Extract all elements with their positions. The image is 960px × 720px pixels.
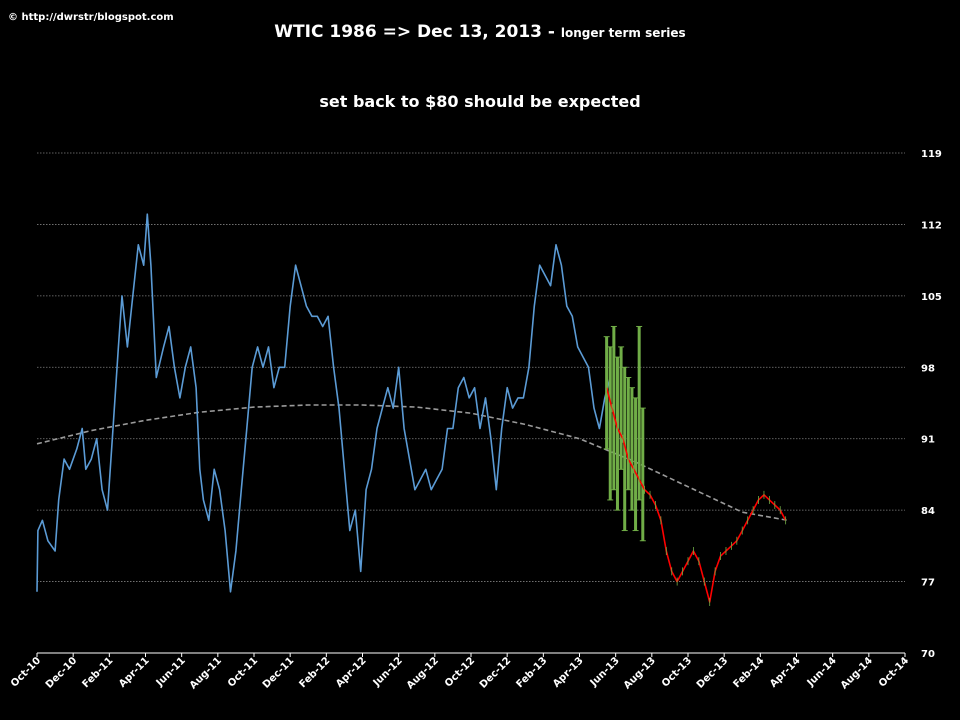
chart-title-suffix: longer term series — [560, 26, 686, 40]
chart-subtitle: set back to $80 should be expected — [319, 92, 641, 111]
y-tick-label: 98 — [921, 363, 935, 374]
x-tick-label: Dec-12 — [478, 655, 513, 690]
gridlines — [37, 152, 905, 654]
chart-title-main: WTIC 1986 => Dec 13, 2013 - — [274, 22, 561, 42]
chart-title: WTIC 1986 => Dec 13, 2013 - longer term … — [0, 22, 960, 42]
x-tick-label: Aug-11 — [188, 655, 224, 691]
x-tick-label: Apr-12 — [334, 655, 369, 690]
x-tick-label: Dec-13 — [695, 655, 730, 690]
x-tick-label: Feb-13 — [514, 655, 549, 690]
y-tick-label: 105 — [921, 292, 942, 303]
y-tick-label: 112 — [921, 220, 942, 231]
actual-price-line — [36, 213, 611, 593]
x-tick-label: Aug-13 — [622, 655, 658, 691]
y-tick-label: 119 — [921, 149, 942, 160]
x-tick-label: Jun-14 — [805, 655, 839, 689]
projection-range-series — [603, 325, 646, 542]
y-axis-ticks: 70 77 84 91 98 105 112 119 — [921, 149, 942, 660]
x-tick-label: Oct-14 — [877, 655, 911, 689]
x-tick-label: Apr-11 — [117, 655, 152, 690]
x-tick-label: Dec-10 — [44, 655, 79, 690]
x-axis: Oct-10 Dec-10 Feb-11 Apr-11 Jun-11 Aug-11 Oct-… — [9, 652, 911, 691]
x-tick-label: Jun-11 — [154, 655, 188, 689]
x-tick-label: Aug-14 — [839, 655, 875, 691]
x-tick-label: Feb-11 — [80, 655, 115, 690]
series-group — [36, 213, 788, 606]
x-tick-label: Oct-13 — [660, 655, 694, 689]
x-tick-label: Oct-10 — [9, 655, 43, 689]
x-tick-label: Apr-14 — [768, 655, 803, 690]
x-tick-label: Jun-12 — [371, 655, 405, 689]
x-tick-label: Oct-12 — [443, 655, 477, 689]
x-tick-label: Jun-13 — [588, 655, 622, 689]
y-tick-label: 84 — [921, 506, 935, 517]
x-tick-label: Feb-14 — [731, 655, 766, 690]
y-tick-label: 77 — [921, 578, 935, 589]
copyright-notice: © http://dwrstr/blogspot.com — [8, 12, 174, 23]
x-tick-label: Apr-13 — [551, 655, 586, 690]
x-tick-label: Aug-12 — [405, 655, 441, 691]
y-tick-label: 70 — [921, 649, 935, 660]
x-tick-label: Oct-11 — [226, 655, 260, 689]
x-tick-label: Dec-11 — [261, 655, 296, 690]
trend-dashed-line — [36, 404, 788, 522]
y-tick-label: 91 — [921, 435, 935, 446]
x-tick-label: Feb-12 — [297, 655, 332, 690]
projection-median-line — [605, 387, 787, 603]
